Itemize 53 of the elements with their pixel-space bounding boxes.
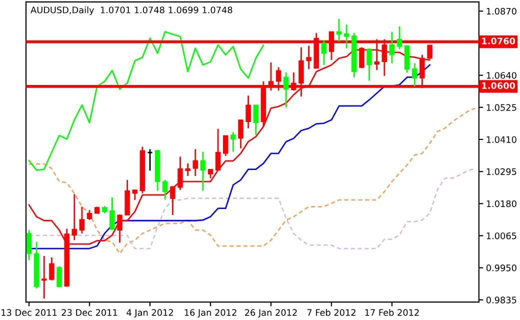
candlestick [132,189,138,201]
ref-line-label: 1.0600 [482,82,516,90]
candlestick [404,45,410,74]
x-tick-label: 23 Dec 2011 [62,309,118,316]
candlestick [246,94,251,129]
y-tick-label: 0.9950 [486,264,516,272]
candlestick [200,151,206,192]
candlestick [283,72,289,108]
candlestick [253,104,258,136]
y-tick-label: 1.0525 [486,104,516,111]
line-series [28,108,476,254]
y-tick-label: 1.0295 [486,168,516,176]
candlestick [86,209,92,221]
candlestick [238,119,244,150]
candlestick [389,31,395,64]
candlestick [162,179,168,200]
candlestick [49,256,54,282]
candlestick [42,255,47,300]
candlestick [344,24,350,49]
candlestick [366,48,372,82]
candlestick [72,193,78,241]
candlestick [185,162,190,177]
candlestick [56,266,62,288]
candlestick [336,18,342,42]
y-tick-label: 0.9835 [486,296,516,304]
candlestick [230,132,236,152]
candlestick [178,156,183,191]
candlestick [170,186,176,216]
y-tick-label: 1.0410 [486,136,516,143]
candlestick [321,39,327,66]
x-tick-label: 7 Feb 2012 [307,309,356,316]
y-tick-label: 1.0640 [486,72,516,79]
y-tick-label: 1.0180 [486,200,516,208]
line-series [28,31,264,171]
candlestick [223,134,228,157]
x-tick-label: 4 Jan 2012 [126,309,173,318]
x-tick-label: 16 Jan 2012 [184,309,236,318]
x-tick-label: 26 Jan 2012 [244,309,297,318]
ref-line-label: 1.0760 [482,38,516,44]
candlestick [110,196,115,231]
candlestick [192,148,198,177]
candlestick [79,206,85,234]
candlestick [412,62,418,88]
y-tick-label: 1.0065 [486,232,516,240]
candlestick [215,128,221,171]
candlestick [396,26,402,50]
candlestick [26,229,32,261]
chart-title: AUDUSD,Daily 1.0701 1.0748 1.0699 1.0748 [30,6,232,16]
x-tick-label: 17 Feb 2012 [365,309,419,316]
candlestick [306,45,312,70]
x-tick-label: 13 Dec 2011 [2,309,57,316]
y-tick-label: 1.0870 [486,8,516,15]
candlestick [147,148,153,172]
